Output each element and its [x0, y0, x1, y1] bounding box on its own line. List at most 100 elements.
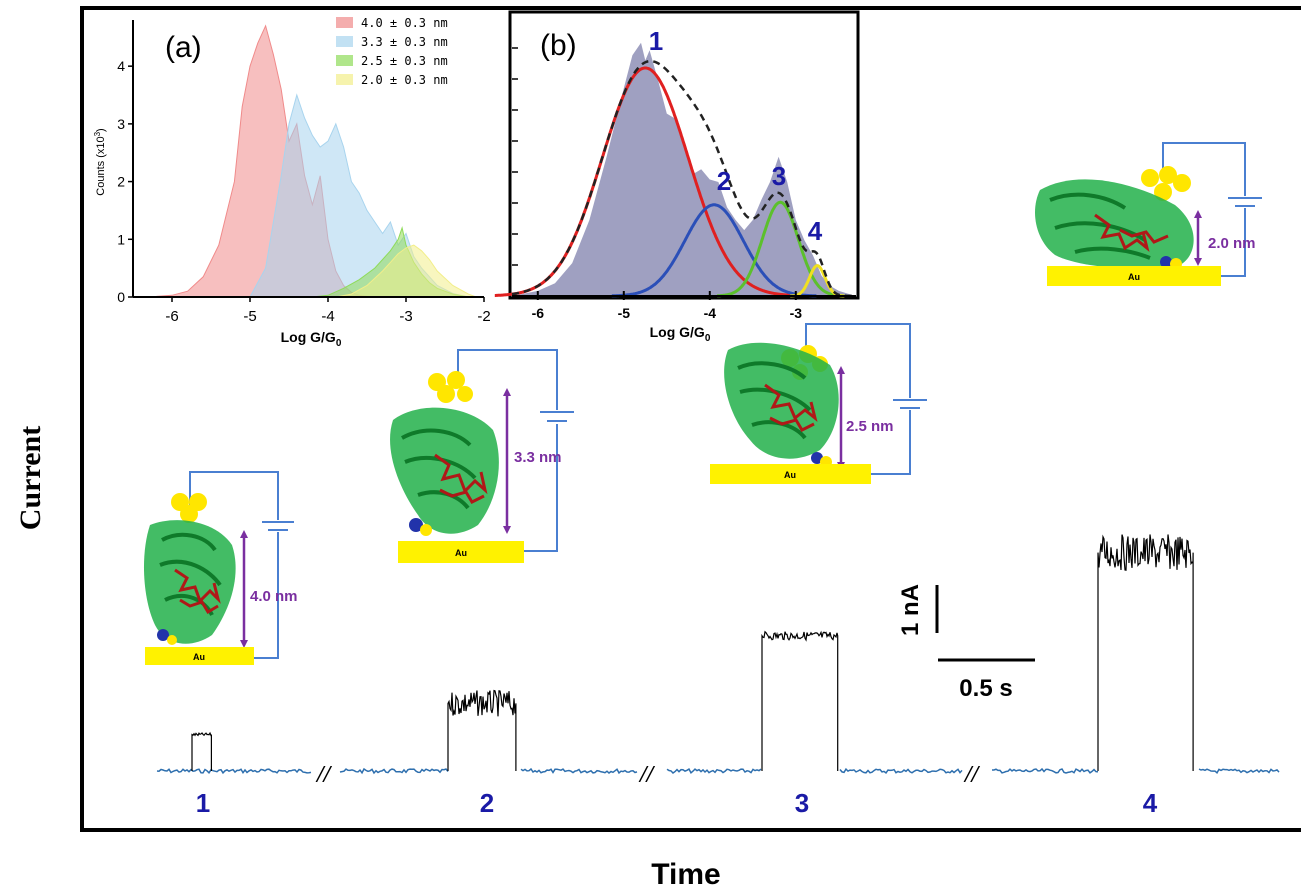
distance-label-3: 2.5 nm — [846, 418, 894, 435]
junction-illustration-4: 2.0 nm Au — [1035, 142, 1262, 286]
inset-b-fit-2 — [611, 203, 817, 298]
inset-a-x-tick-label: -6 — [165, 308, 178, 325]
battery-icon — [262, 520, 294, 532]
distance-label-2: 3.3 nm — [514, 449, 562, 466]
au-label-4: Au — [1128, 272, 1140, 282]
inset-b-fit-3 — [717, 200, 844, 298]
circuit-wire-2 — [457, 349, 558, 552]
au-electrode-2 — [398, 541, 524, 563]
inset-a-y-tick-label: 1 — [117, 231, 125, 247]
legend-swatch — [336, 17, 353, 28]
inset-a-x-tick-label: -5 — [243, 308, 256, 325]
current-trace — [156, 534, 1280, 775]
inset-b-panel-label: (b) — [540, 29, 577, 62]
au-label-3: Au — [784, 470, 796, 480]
inset-b-histogram-area — [512, 42, 856, 297]
x-axis-title: Time — [651, 858, 720, 891]
trace-event-4 — [1097, 534, 1194, 771]
au-electrode-4 — [1047, 266, 1221, 286]
battery-icon — [893, 398, 927, 410]
inset-b-peak-label-1: 1 — [649, 26, 663, 56]
protein-icon — [724, 342, 839, 468]
inset-b-envelope — [511, 59, 856, 298]
trace-event-3 — [761, 630, 839, 771]
trace-baseline — [156, 768, 312, 775]
inset-b-fits — [494, 59, 856, 298]
au-label-2: Au — [455, 548, 467, 558]
circuit-wire-1 — [189, 471, 279, 659]
inset-a-histograms — [132, 24, 477, 298]
au-label-1: Au — [193, 652, 205, 662]
inset-b-x-label: Log G/G0 — [650, 324, 711, 344]
tip-molecule-icon — [1141, 166, 1191, 201]
inset-b: -6 -5 -4 -3 (b) Log G/G0 1 2 34 — [494, 10, 860, 344]
inset-a-y-tick-label: 3 — [117, 116, 125, 132]
legend-label: 2.0 ± 0.3 nm — [361, 73, 448, 87]
legend-swatch — [336, 55, 353, 66]
inset-a-x-tick-label: -2 — [477, 308, 490, 325]
inset-b-histogram — [512, 42, 856, 297]
inset-b-peak-label-2: 2 — [717, 166, 731, 196]
trace-baseline — [520, 767, 638, 775]
protein-icon — [1035, 179, 1194, 270]
legend-label: 2.5 ± 0.3 nm — [361, 54, 448, 68]
junction-illustration-1: 4.0 nm Au — [143, 471, 298, 665]
event-label-4: 4 — [1143, 788, 1158, 818]
trace-baseline — [666, 768, 762, 774]
y-axis-title: Current — [14, 426, 47, 530]
inset-a-y-tick-label: 0 — [117, 289, 125, 305]
break-mark-1: // — [315, 762, 333, 788]
inset-b-x-tick-label: -5 — [618, 305, 631, 321]
trace-baseline — [839, 767, 963, 774]
trace-event-1 — [191, 731, 212, 771]
time-scale-label: 0.5 s — [959, 675, 1012, 702]
au-electrode-3 — [710, 464, 871, 484]
legend-swatch — [336, 36, 353, 47]
battery-icon — [540, 410, 574, 424]
inset-b-ticks: -6 -5 -4 -3 — [512, 47, 803, 321]
trace-baseline — [339, 767, 449, 775]
distance-label-1: 4.0 nm — [250, 588, 298, 605]
trace-baseline — [1198, 768, 1280, 774]
inset-a-x-label: Log G/G0 — [281, 329, 342, 349]
distance-label-4: 2.0 nm — [1208, 235, 1256, 252]
junction-illustration-3: 2.5 nm Au — [710, 323, 927, 484]
trace-event-2 — [447, 689, 517, 771]
trace-baseline — [992, 767, 1099, 774]
inset-b-x-tick-label: -3 — [790, 305, 803, 321]
inset-a-series-4 — [335, 244, 477, 298]
legend-label: 4.0 ± 0.3 nm — [361, 16, 448, 30]
break-mark-3: // — [963, 762, 981, 788]
inset-a-ticks: -6 -5 -4 -3 -2 0 1 2 3 4 — [117, 58, 490, 325]
inset-a-panel-label: (a) — [165, 31, 202, 64]
legend-swatch — [336, 74, 353, 85]
inset-a-y-tick-label: 2 — [117, 174, 125, 190]
inset-b-peak-label-3: 3 — [772, 161, 786, 191]
inset-a-y-tick-label: 4 — [117, 58, 125, 74]
inset-b-x-tick-label: -4 — [704, 305, 717, 321]
circuit-wire-3 — [805, 323, 911, 475]
tip-molecule-icon — [428, 371, 473, 403]
event-label-2: 2 — [480, 788, 494, 818]
battery-icon — [1228, 196, 1262, 208]
event-label-1: 1 — [196, 788, 210, 818]
junction-illustration-2: 3.3 nm Au — [390, 349, 574, 563]
protein-icon — [390, 407, 499, 536]
inset-b-peak-label-4: 4 — [808, 216, 823, 246]
inset-a-x-tick-label: -3 — [399, 308, 412, 325]
legend-label: 3.3 ± 0.3 nm — [361, 35, 448, 49]
inset-b-peak-labels: 1 2 34 — [649, 26, 823, 246]
inset-a: -6 -5 -4 -3 -2 0 1 2 3 4 (a) Counts (x103) Log G/… — [86, 11, 512, 349]
circuit-wire-4 — [1162, 142, 1246, 277]
au-electrode-1 — [145, 647, 254, 665]
current-scale-label: 1 nA — [897, 584, 924, 636]
inset-a-x-tick-label: -4 — [321, 308, 334, 325]
inset-b-x-tick-label: -6 — [532, 305, 545, 321]
event-label-3: 3 — [795, 788, 809, 818]
protein-icon — [143, 520, 236, 645]
inset-a-legend: 4.0 ± 0.3 nm 3.3 ± 0.3 nm 2.5 ± 0.3 nm 2.0 … — [336, 16, 448, 87]
inset-a-y-label: Counts (x103) — [93, 128, 107, 195]
tip-molecule-icon — [171, 493, 207, 523]
break-mark-2: // — [638, 762, 656, 788]
